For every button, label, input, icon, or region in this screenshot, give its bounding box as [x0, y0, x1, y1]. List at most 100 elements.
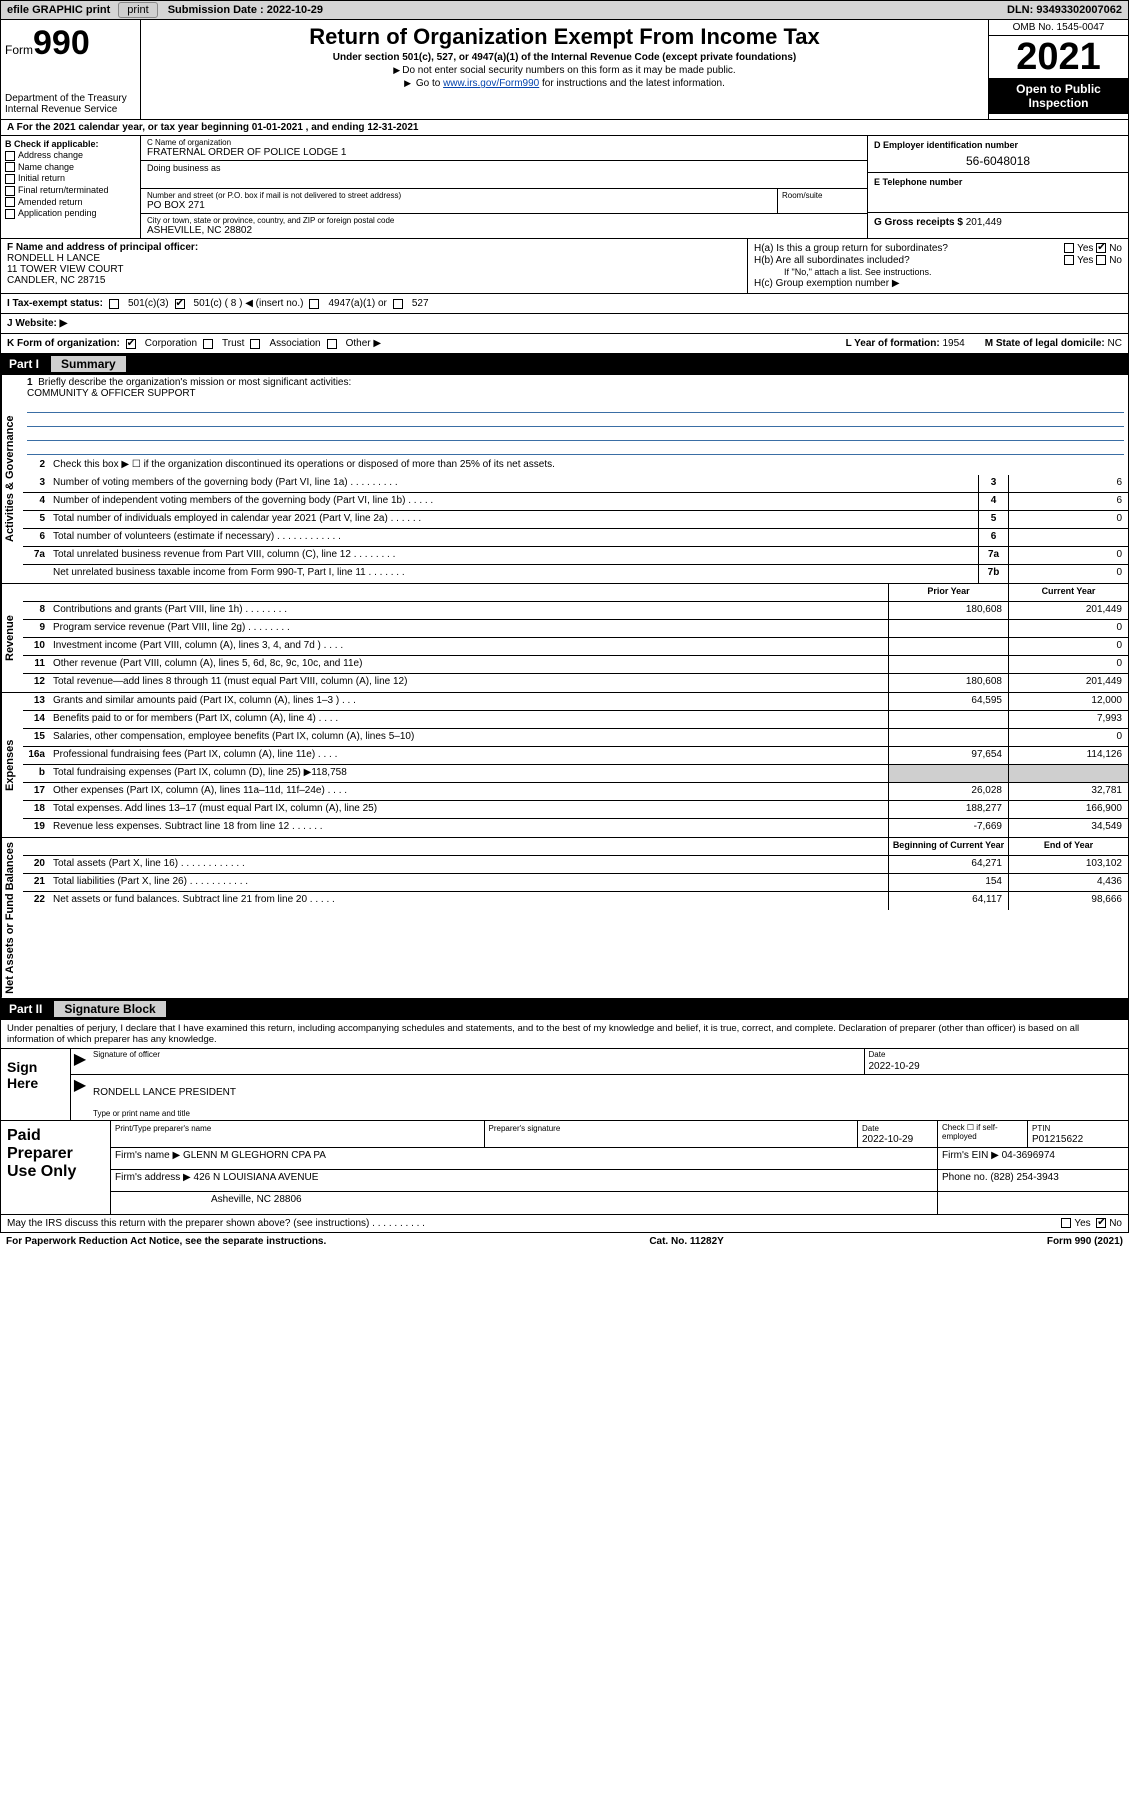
- cb-name-change[interactable]: Name change: [5, 162, 136, 173]
- may-no-cb[interactable]: [1096, 1218, 1106, 1228]
- preparer-block: Paid Preparer Use Only Print/Type prepar…: [0, 1121, 1129, 1215]
- opt-app: Application pending: [18, 208, 97, 218]
- i-4947: 4947(a)(1) or: [328, 298, 386, 309]
- line17-curr: 32,781: [1008, 783, 1128, 800]
- page-footer: For Paperwork Reduction Act Notice, see …: [0, 1233, 1129, 1250]
- line6-box: 6: [978, 529, 1008, 546]
- line17-text: Other expenses (Part IX, column (A), lin…: [49, 783, 888, 800]
- room-label: Room/suite: [782, 191, 863, 200]
- opt-amend: Amended return: [18, 197, 83, 207]
- line7b-val: 0: [1008, 565, 1128, 583]
- i-501c3: 501(c)(3): [128, 298, 169, 309]
- line11-curr: 0: [1008, 656, 1128, 673]
- cb-amended[interactable]: Amended return: [5, 197, 136, 208]
- part2-title: Signature Block: [54, 1001, 165, 1017]
- sign-here-label: Sign Here: [1, 1049, 71, 1120]
- cb-527[interactable]: [393, 299, 403, 309]
- k-label: K Form of organization:: [7, 338, 120, 349]
- section-d: D Employer identification number 56-6048…: [868, 136, 1128, 173]
- hb-yes-cb[interactable]: [1064, 255, 1074, 265]
- line22-boy: 64,117: [888, 892, 1008, 910]
- firm-ein: 04-3696974: [1002, 1150, 1055, 1161]
- line16a-prior: 97,654: [888, 747, 1008, 764]
- c-name-label: C Name of organization: [147, 138, 861, 147]
- line20-eoy: 103,102: [1008, 856, 1128, 873]
- k-assoc: Association: [269, 338, 320, 349]
- ha-no-cb[interactable]: [1096, 243, 1106, 253]
- cb-assoc[interactable]: [250, 339, 260, 349]
- line16b-curr: [1008, 765, 1128, 782]
- line7a-text: Total unrelated business revenue from Pa…: [49, 547, 978, 564]
- dln: DLN: 93493302007062: [1007, 4, 1128, 16]
- part2-num: Part II: [9, 1002, 42, 1016]
- tax-year: 2021: [989, 36, 1128, 78]
- vlabel-expenses: Expenses: [1, 693, 23, 837]
- sig-date: 2022-10-29: [869, 1051, 1125, 1072]
- prep-selfemp[interactable]: Check ☐ if self-employed: [938, 1121, 1028, 1147]
- line9-text: Program service revenue (Part VIII, line…: [49, 620, 888, 637]
- line15-curr: 0: [1008, 729, 1128, 746]
- cb-app-pending[interactable]: Application pending: [5, 208, 136, 219]
- ptin-value: P01215622: [1032, 1134, 1083, 1145]
- line3-text: Number of voting members of the governin…: [49, 475, 978, 492]
- cb-final-return[interactable]: Final return/terminated: [5, 185, 136, 196]
- line2: Check this box ▶ ☐ if the organization d…: [49, 457, 1128, 475]
- line18-curr: 166,900: [1008, 801, 1128, 818]
- line22-eoy: 98,666: [1008, 892, 1128, 910]
- i-501c: 501(c) ( 8 ) ◀ (insert no.): [194, 298, 304, 309]
- hb-label: H(b) Are all subordinates included?: [754, 255, 910, 266]
- print-button[interactable]: print: [118, 2, 157, 18]
- f-label: F Name and address of principal officer:: [7, 242, 198, 253]
- vlabel-governance: Activities & Governance: [1, 375, 23, 583]
- cb-501c3[interactable]: [109, 299, 119, 309]
- line3-box: 3: [978, 475, 1008, 492]
- footer-left: For Paperwork Reduction Act Notice, see …: [6, 1236, 326, 1247]
- dom-value: NC: [1108, 338, 1122, 349]
- line14-text: Benefits paid to or for members (Part IX…: [49, 711, 888, 728]
- firm-phone: (828) 254-3943: [990, 1172, 1058, 1183]
- city-label: City or town, state or province, country…: [147, 216, 861, 225]
- phone-label: E Telephone number: [874, 177, 1122, 187]
- may-ans: No: [1109, 1218, 1122, 1229]
- line16a-curr: 114,126: [1008, 747, 1128, 764]
- dln-label: DLN:: [1007, 4, 1033, 16]
- j-label: J Website: ▶: [7, 318, 67, 329]
- mission-text: COMMUNITY & OFFICER SUPPORT: [27, 388, 196, 399]
- summary-expenses: Expenses 13Grants and similar amounts pa…: [0, 693, 1129, 838]
- form-subtitle: Under section 501(c), 527, or 4947(a)(1)…: [147, 52, 982, 63]
- submission-label: Submission Date : 2022-10-29: [160, 4, 331, 16]
- cb-trust[interactable]: [203, 339, 213, 349]
- hb-no-cb[interactable]: [1096, 255, 1106, 265]
- line13-prior: 64,595: [888, 693, 1008, 710]
- line14-prior: [888, 711, 1008, 728]
- line12-prior: 180,608: [888, 674, 1008, 692]
- line14-curr: 7,993: [1008, 711, 1128, 728]
- cb-501c[interactable]: [175, 299, 185, 309]
- line9-prior: [888, 620, 1008, 637]
- part1-title: Summary: [51, 356, 126, 372]
- line13-curr: 12,000: [1008, 693, 1128, 710]
- cb-corp[interactable]: [126, 339, 136, 349]
- section-deg: D Employer identification number 56-6048…: [868, 136, 1128, 238]
- line11-text: Other revenue (Part VIII, column (A), li…: [49, 656, 888, 673]
- line21-text: Total liabilities (Part X, line 26) . . …: [49, 874, 888, 891]
- cb-other[interactable]: [327, 339, 337, 349]
- irs-label: Internal Revenue Service: [5, 104, 136, 115]
- row-i: I Tax-exempt status: 501(c)(3) 501(c) ( …: [0, 294, 1129, 314]
- instructions-link[interactable]: www.irs.gov/Form990: [443, 78, 539, 89]
- gross-value: 201,449: [966, 217, 1002, 228]
- top-bar: efile GRAPHIC print print Submission Dat…: [0, 0, 1129, 20]
- may-yes-cb[interactable]: [1061, 1218, 1071, 1228]
- line6-text: Total number of volunteers (estimate if …: [49, 529, 978, 546]
- summary-revenue: Revenue Prior YearCurrent Year 8Contribu…: [0, 584, 1129, 693]
- cb-initial-return[interactable]: Initial return: [5, 173, 136, 184]
- cb-4947[interactable]: [309, 299, 319, 309]
- opt-name: Name change: [18, 162, 74, 172]
- hdr-left: Form990 Department of the Treasury Inter…: [1, 20, 141, 119]
- prep-date: 2022-10-29: [862, 1134, 913, 1145]
- cb-address-change[interactable]: Address change: [5, 150, 136, 161]
- line20-text: Total assets (Part X, line 16) . . . . .…: [49, 856, 888, 873]
- ha-yes-cb[interactable]: [1064, 243, 1074, 253]
- k-corp: Corporation: [145, 338, 197, 349]
- summary-netassets: Net Assets or Fund Balances Beginning of…: [0, 838, 1129, 999]
